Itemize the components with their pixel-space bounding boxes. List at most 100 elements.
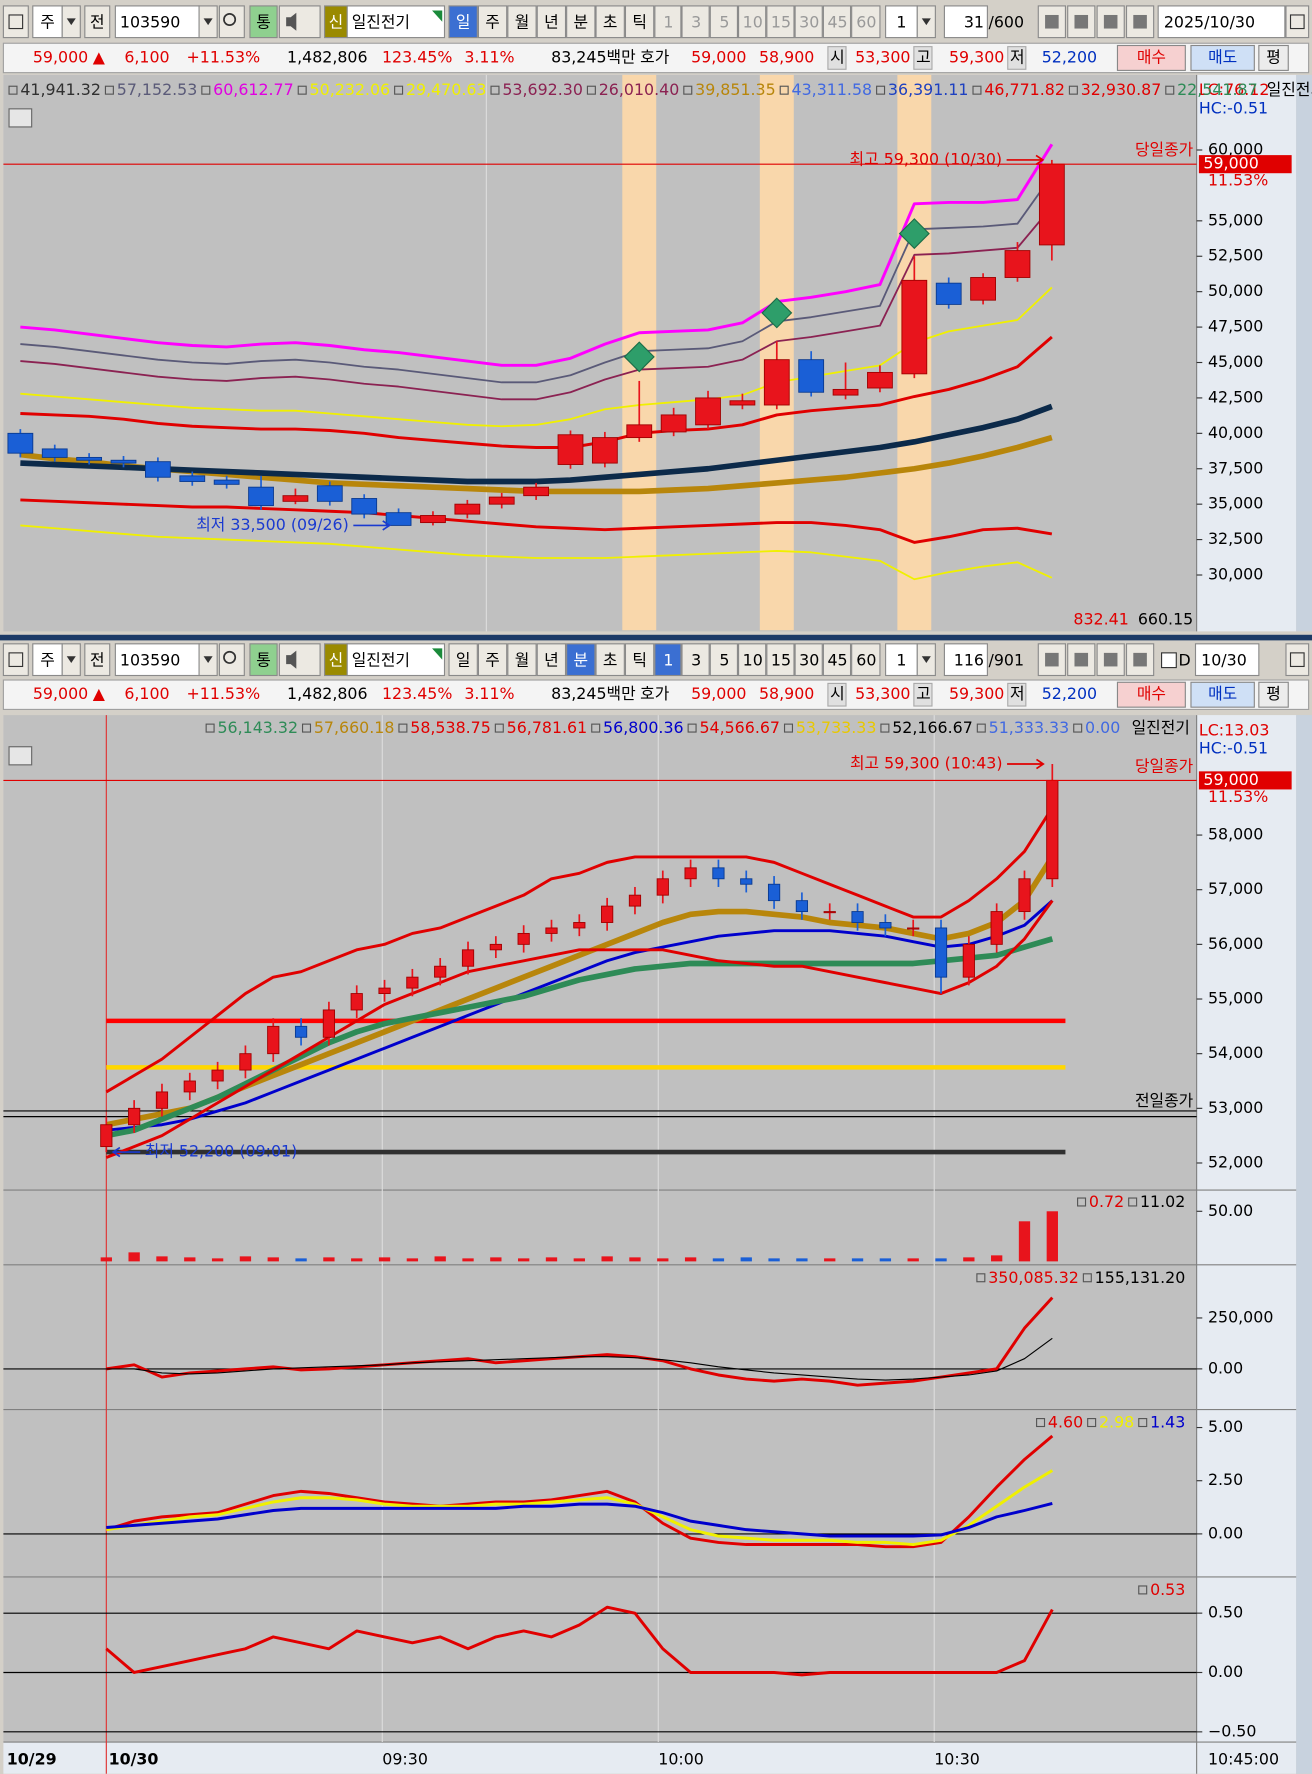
legend-value: 53,733.33 — [796, 718, 877, 737]
info-bar — [2, 42, 1310, 74]
button-sell[interactable] — [1190, 44, 1255, 71]
button[interactable] — [851, 643, 881, 677]
button[interactable] — [278, 643, 321, 677]
button[interactable] — [278, 5, 321, 39]
candle-body — [41, 448, 68, 458]
button[interactable] — [654, 643, 682, 677]
button[interactable] — [624, 5, 655, 39]
button-sell[interactable] — [1190, 681, 1255, 708]
button[interactable] — [507, 5, 537, 39]
button[interactable] — [249, 643, 278, 677]
button[interactable] — [595, 643, 625, 677]
y-tick-label: 0.50 — [1208, 1603, 1243, 1622]
unit-input[interactable] — [885, 643, 918, 677]
y-tick-label: 250,000 — [1208, 1307, 1273, 1326]
legend-value: 0.00 — [1085, 718, 1120, 737]
info-ask: 59,000 — [691, 47, 746, 66]
info-high: 59,300 — [949, 684, 1004, 703]
button[interactable] — [709, 5, 738, 39]
stock-name[interactable] — [346, 5, 446, 39]
button[interactable] — [1285, 5, 1310, 39]
button[interactable] — [84, 5, 111, 39]
button-eval[interactable] — [1258, 681, 1289, 708]
button[interactable] — [249, 5, 278, 39]
chart-menu-icon[interactable] — [8, 746, 33, 766]
period-tab: 초 — [603, 12, 618, 31]
note-arrow — [353, 520, 392, 531]
period-tab: 월 — [515, 12, 530, 31]
button[interactable] — [822, 5, 852, 39]
volume-bar — [462, 1258, 474, 1262]
button[interactable] — [851, 5, 881, 39]
button[interactable] — [709, 643, 738, 677]
code-input[interactable] — [114, 5, 200, 39]
button[interactable] — [536, 5, 567, 39]
button[interactable] — [84, 643, 111, 677]
button[interactable] — [822, 643, 852, 677]
button-label: 평 — [1266, 47, 1281, 66]
button[interactable] — [794, 643, 823, 677]
info-open: 53,300 — [855, 47, 910, 66]
y-tick-label: 40,000 — [1208, 423, 1263, 442]
button[interactable] — [766, 5, 795, 39]
candle-body — [601, 905, 614, 923]
button[interactable] — [681, 5, 710, 39]
chart-menu-icon[interactable] — [8, 108, 33, 128]
button[interactable] — [2, 643, 29, 677]
volume-bar — [351, 1258, 363, 1262]
date-input[interactable] — [1194, 643, 1260, 677]
button[interactable] — [507, 643, 537, 677]
scrollbar[interactable] — [1296, 715, 1312, 1774]
legend-marker — [1165, 85, 1175, 95]
button[interactable] — [477, 643, 508, 677]
button[interactable] — [566, 5, 596, 39]
button[interactable] — [1285, 643, 1310, 677]
button[interactable] — [1096, 643, 1125, 677]
speaker-icon — [286, 650, 297, 669]
button[interactable] — [2, 5, 29, 39]
code-input[interactable] — [114, 643, 200, 677]
button[interactable] — [738, 5, 767, 39]
candle-body — [573, 922, 586, 929]
button-label: 매수 — [1137, 684, 1166, 703]
button[interactable] — [766, 643, 795, 677]
button[interactable] — [477, 5, 508, 39]
count-input[interactable] — [943, 643, 988, 677]
button[interactable] — [218, 5, 245, 39]
date-input[interactable] — [1157, 5, 1286, 39]
button[interactable] — [448, 643, 478, 677]
indicator-line — [105, 1434, 1054, 1549]
y-tick-label: 50.00 — [1208, 1201, 1253, 1220]
button[interactable] — [794, 5, 823, 39]
button[interactable] — [566, 643, 596, 677]
note-text: 최저 52,200 (09:01) — [145, 1142, 298, 1161]
button[interactable] — [448, 5, 478, 39]
checkbox[interactable] — [1161, 652, 1177, 669]
legend-marker — [586, 85, 596, 95]
button-buy[interactable] — [1116, 44, 1186, 71]
candle-body — [239, 1053, 252, 1071]
button[interactable] — [654, 5, 682, 39]
x-axis: 10/29 10/30 09:30 10:00 10:30 10:45:00 — [7, 1750, 1279, 1769]
button[interactable] — [536, 643, 567, 677]
button[interactable] — [32, 643, 63, 677]
button-eval[interactable] — [1258, 44, 1289, 71]
candle-body — [970, 277, 996, 301]
button[interactable] — [218, 643, 245, 677]
volume-bar — [406, 1258, 419, 1262]
info-turnover: 3.11% — [464, 684, 514, 703]
scrollbar[interactable] — [1296, 74, 1312, 632]
button[interactable] — [624, 643, 655, 677]
info-arrow: ▲ — [93, 47, 106, 66]
period-tab: 월 — [515, 650, 530, 669]
button[interactable] — [595, 5, 625, 39]
label-box — [1007, 682, 1027, 707]
button-buy[interactable] — [1116, 681, 1186, 708]
button[interactable] — [681, 643, 710, 677]
signal-diamond — [898, 218, 930, 250]
button[interactable] — [738, 643, 767, 677]
candle-body — [795, 900, 809, 913]
count-input[interactable] — [943, 5, 988, 39]
stock-name[interactable] — [346, 643, 446, 677]
